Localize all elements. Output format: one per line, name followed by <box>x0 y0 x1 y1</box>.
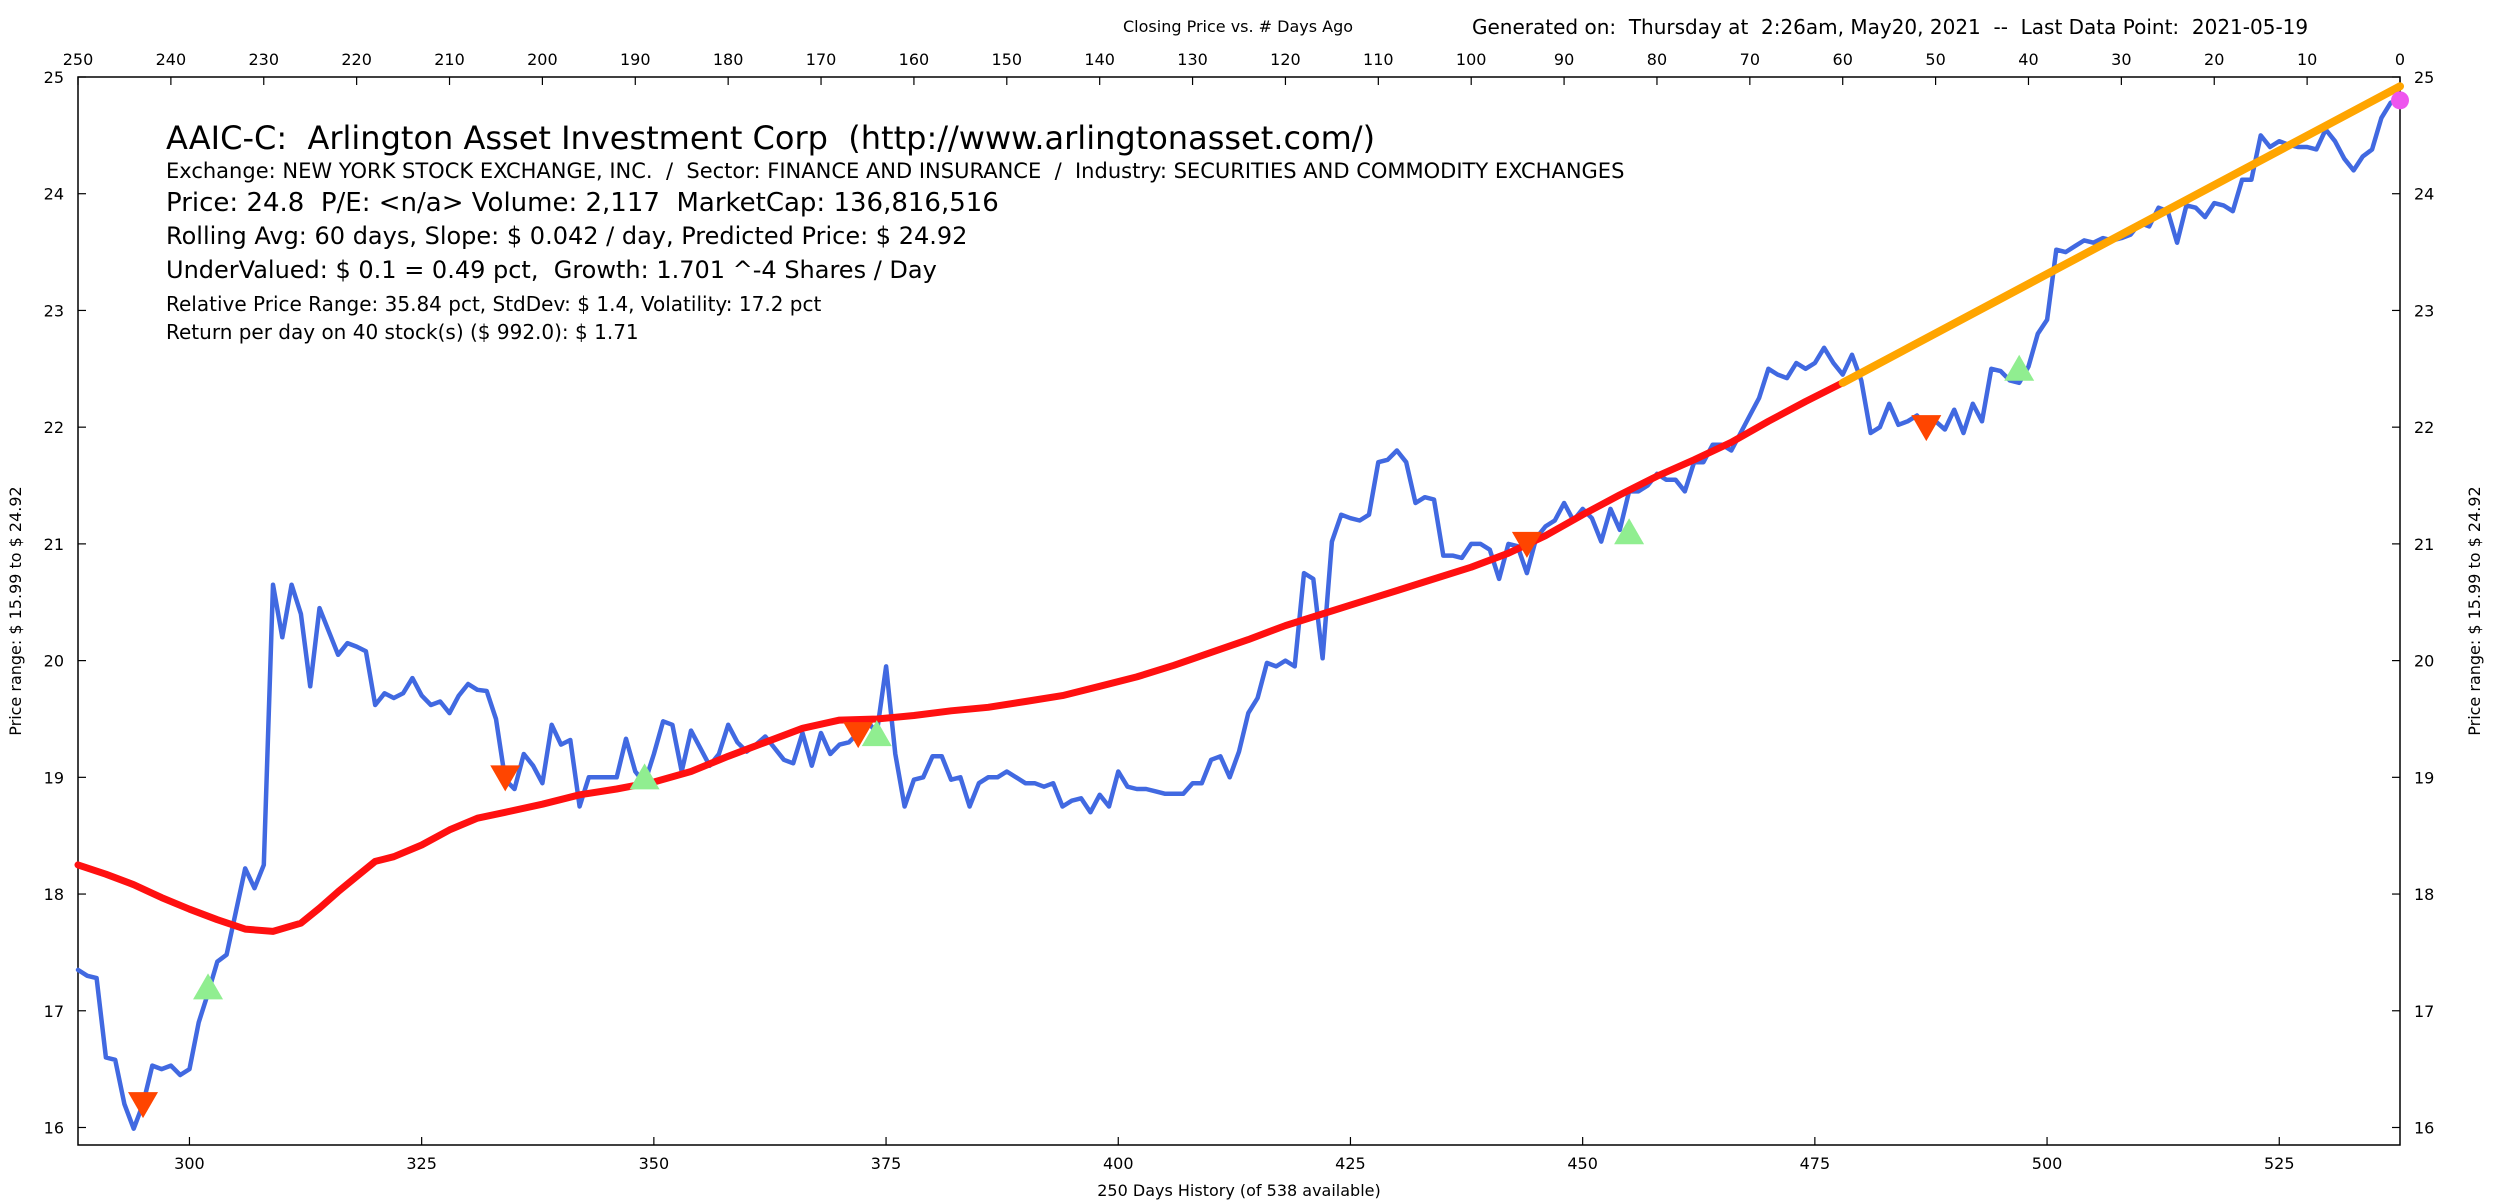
price-info: Price: 24.8 P/E: <n/a> Volume: 2,117 Mar… <box>166 188 999 218</box>
x-tick-label: 350 <box>639 1154 670 1173</box>
top-tick-label: 40 <box>2018 50 2038 69</box>
y-tick-label-right: 17 <box>2414 1002 2434 1021</box>
x-tick-label: 325 <box>406 1154 437 1173</box>
y-tick-label: 23 <box>44 301 64 320</box>
stock-title: AAIC-C: Arlington Asset Investment Corp … <box>166 119 1376 157</box>
exchange-info: Exchange: NEW YORK STOCK EXCHANGE, INC. … <box>166 159 1625 183</box>
y-tick-label: 17 <box>44 1002 64 1021</box>
top-tick-label: 230 <box>248 50 279 69</box>
top-tick-label: 100 <box>1456 50 1487 69</box>
y-tick-label-right: 16 <box>2414 1118 2434 1137</box>
y-tick-label: 24 <box>44 185 64 204</box>
top-tick-label: 150 <box>992 50 1023 69</box>
top-tick-label: 200 <box>527 50 558 69</box>
y-axis-label-right: Price range: $ 15.99 to $ 24.92 <box>2465 486 2484 736</box>
y-tick-label: 19 <box>44 768 64 787</box>
y-tick-label-right: 21 <box>2414 535 2434 554</box>
top-tick-label: 240 <box>156 50 187 69</box>
top-tick-label: 170 <box>806 50 837 69</box>
sell-marker <box>128 1092 159 1119</box>
top-tick-label: 60 <box>1833 50 1853 69</box>
rolling-info: Rolling Avg: 60 days, Slope: $ 0.042 / d… <box>166 222 968 250</box>
buy-marker <box>629 763 660 790</box>
buy-marker <box>1614 518 1645 545</box>
x-tick-label: 475 <box>1800 1154 1831 1173</box>
buy-marker <box>193 973 224 1000</box>
y-tick-label: 21 <box>44 535 64 554</box>
y-tick-label: 22 <box>44 418 64 437</box>
x-tick-label: 450 <box>1567 1154 1598 1173</box>
top-tick-label: 190 <box>620 50 651 69</box>
y-tick-label-right: 22 <box>2414 418 2434 437</box>
top-tick-label: 90 <box>1554 50 1574 69</box>
return-info: Return per day on 40 stock(s) ($ 992.0):… <box>166 320 639 344</box>
x-tick-label: 400 <box>1103 1154 1134 1173</box>
y-tick-label-right: 23 <box>2414 301 2434 320</box>
price-line <box>75 98 2403 1131</box>
top-tick-label: 10 <box>2297 50 2317 69</box>
chart-series <box>74 82 2404 1131</box>
top-tick-label: 120 <box>1270 50 1301 69</box>
buy-marker <box>861 720 892 747</box>
sell-marker <box>1911 415 1942 442</box>
plot-frame <box>77 76 2401 1146</box>
sell-marker <box>490 765 521 792</box>
range-info: Relative Price Range: 35.84 pct, StdDev:… <box>166 292 822 316</box>
y-tick-label-right: 24 <box>2414 185 2434 204</box>
x-tick-label: 425 <box>1335 1154 1366 1173</box>
top-tick-label: 0 <box>2395 50 2405 69</box>
top-tick-label: 180 <box>713 50 744 69</box>
x-axis-label: 250 Days History (of 538 available) <box>1097 1181 1380 1200</box>
top-tick-label: 30 <box>2111 50 2131 69</box>
sell-marker <box>843 722 874 749</box>
top-tick-label: 220 <box>341 50 372 69</box>
top-tick-label: 110 <box>1363 50 1394 69</box>
top-tick-label: 140 <box>1084 50 1115 69</box>
y-tick-label-right: 20 <box>2414 652 2434 671</box>
top-tick-label: 210 <box>434 50 465 69</box>
x-tick-label: 500 <box>2032 1154 2063 1173</box>
y-tick-label-right: 19 <box>2414 768 2434 787</box>
top-tick-label: 20 <box>2204 50 2224 69</box>
undervalued-info: UnderValued: $ 0.1 = 0.49 pct, Growth: 1… <box>166 256 937 284</box>
chart-markers <box>128 91 2409 1119</box>
y-axis-label-left: Price range: $ 15.99 to $ 24.92 <box>6 486 25 736</box>
y-tick-label: 20 <box>44 652 64 671</box>
rolling-average-line <box>74 379 1847 935</box>
top-tick-label: 50 <box>1925 50 1945 69</box>
y-tick-label: 16 <box>44 1118 64 1137</box>
top-tick-label: 130 <box>1177 50 1208 69</box>
top-tick-label: 70 <box>1740 50 1760 69</box>
top-tick-label: 250 <box>63 50 94 69</box>
buy-marker <box>2004 354 2035 381</box>
top-tick-label: 80 <box>1647 50 1667 69</box>
y-tick-label-right: 25 <box>2414 68 2434 87</box>
trend-projection-line <box>1838 82 2404 387</box>
y-tick-label: 18 <box>44 885 64 904</box>
y-tick-label: 25 <box>44 68 64 87</box>
x-tick-label: 300 <box>174 1154 205 1173</box>
chart-header-title: Closing Price vs. # Days Ago <box>1123 17 1354 36</box>
last-price-marker <box>2391 91 2409 110</box>
top-tick-label: 160 <box>899 50 930 69</box>
x-tick-label: 375 <box>871 1154 902 1173</box>
x-tick-label: 525 <box>2264 1154 2295 1173</box>
sell-marker <box>1511 531 1542 558</box>
generated-info: Generated on: Thursday at 2:26am, May20,… <box>1472 15 2309 39</box>
y-tick-label-right: 18 <box>2414 885 2434 904</box>
